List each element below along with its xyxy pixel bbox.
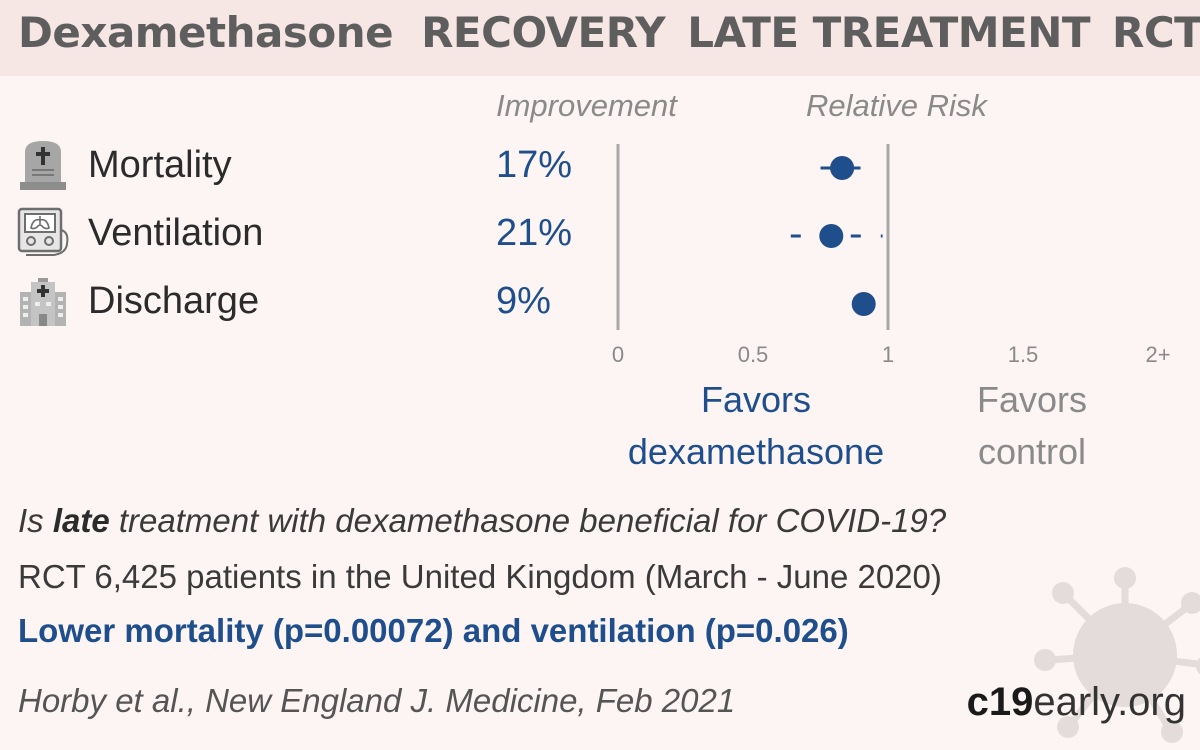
brand-part3: .org <box>1117 680 1186 724</box>
improvement-discharge: 9% <box>496 280 551 322</box>
favors-control-line1: Favors <box>976 379 1088 420</box>
outcome-label-ventilation: Ventilation <box>88 212 264 254</box>
title-design: RCT <box>1112 8 1200 57</box>
point-mortality <box>830 156 855 180</box>
outcome-label-mortality: Mortality <box>88 144 232 186</box>
x-tick-label-4: 2+ <box>1145 342 1170 367</box>
study-description: RCT 6,425 patients in the United Kingdom… <box>18 558 942 595</box>
study-citation: Horby et al., New England J. Medicine, F… <box>18 682 736 719</box>
title-drug: Dexamethasone <box>18 8 394 57</box>
point-discharge <box>851 292 876 316</box>
relative-risk-column-header: Relative Risk <box>806 88 987 123</box>
forest-plot: 0 0.5 1 1.5 2+ <box>612 144 1171 367</box>
improvement-ventilation: 21% <box>496 212 573 254</box>
virus-watermark-icon <box>1034 567 1200 743</box>
x-tick-label-0: 0 <box>612 342 624 367</box>
x-tick-label-1: 0.5 <box>738 342 769 367</box>
improvement-mortality: 17% <box>496 144 573 186</box>
brand-part2: early <box>1033 680 1118 724</box>
favors-treatment-label: Favors dexamethasone <box>606 374 906 478</box>
question-emphasis: late <box>52 502 110 539</box>
favors-control-label: Favors control <box>932 374 1132 478</box>
x-tick-label-3: 1.5 <box>1008 342 1039 367</box>
header-bar: Dexamethasone RECOVERY LATE TREATMENT RCT <box>0 0 1200 76</box>
page-title: Dexamethasone RECOVERY LATE TREATMENT RCT <box>18 8 1200 57</box>
hospital-icon <box>20 278 66 326</box>
outcome-label-discharge: Discharge <box>88 280 260 322</box>
title-trial: RECOVERY <box>421 8 666 57</box>
point-ventilation <box>819 224 844 248</box>
question-prefix: Is <box>18 502 53 539</box>
favors-treatment-line1: Favors <box>700 379 812 420</box>
favors-control-line2: control <box>977 431 1087 472</box>
favors-treatment-line2: dexamethasone <box>627 431 885 472</box>
improvement-column-header: Improvement <box>496 88 677 123</box>
title-stage: LATE TREATMENT <box>687 8 1091 57</box>
question-suffix: treatment with dexamethasone beneficial … <box>109 502 947 539</box>
study-question: Is late treatment with dexamethasone ben… <box>18 502 946 540</box>
brand-part1: c19 <box>966 680 1034 724</box>
brand-logo: c19early.org <box>967 680 1186 725</box>
x-tick-label-2: 1 <box>882 342 894 367</box>
ventilator-icon <box>17 207 69 256</box>
gravestone-icon <box>20 141 66 190</box>
study-conclusion: Lower mortality (p=0.00072) and ventilat… <box>18 612 849 649</box>
